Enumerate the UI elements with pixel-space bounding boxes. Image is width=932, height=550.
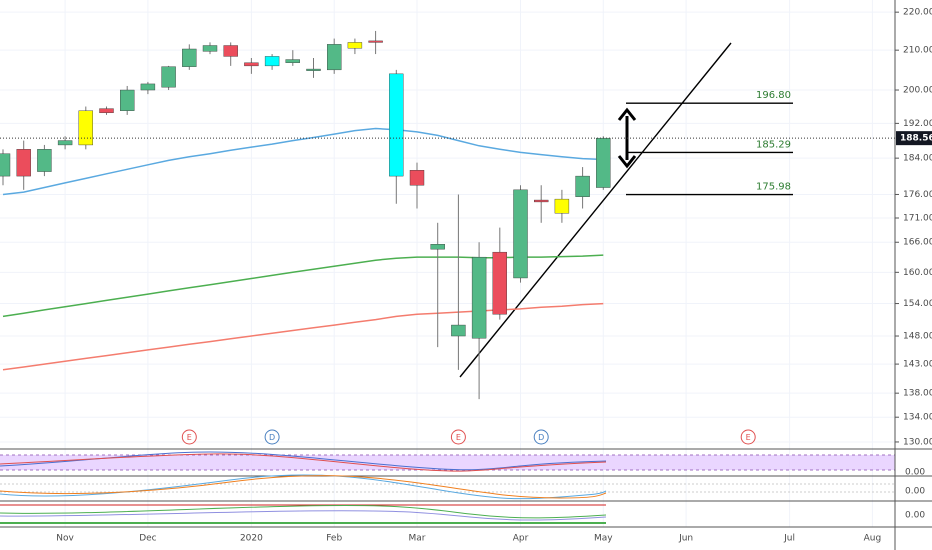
candle-body [119,89,135,111]
x-tick-label: Mar [409,534,426,544]
candle-body [16,149,31,177]
event-label: E [456,433,461,442]
candle-body [596,137,611,188]
level-label: 185.29 [756,139,791,150]
candle-body [430,244,445,250]
event-marker [450,429,466,445]
y-tick-label: 192.00 [903,119,932,129]
y-tick-label: 184.00 [903,154,932,164]
event-marker [264,429,280,445]
candle-body [57,140,73,146]
indicator-line [0,510,607,521]
candle-body [37,149,52,172]
event-label: D [538,433,544,442]
candle-body [223,45,238,57]
event-marker [740,429,756,445]
candle-body [554,198,570,214]
y-tick-label: 148.00 [903,332,932,342]
moving-average [2,127,604,196]
x-tick-label: Apr [513,534,529,544]
candle-body [389,73,404,177]
x-tick-label: 2020 [240,534,263,544]
x-tick-label: Dec [139,534,156,544]
y-tick-label: 200.00 [903,86,932,96]
candle-body [451,324,466,337]
candle-body [161,66,176,88]
indicator-line [0,475,607,499]
event-label: D [269,433,275,442]
marks [0,30,611,400]
event-label: E [187,433,192,442]
last-price-box [896,131,932,146]
candle-body [471,256,487,339]
x-tick-label: Jul [783,534,795,544]
event-marker [181,429,197,445]
y-tick-label: 210.00 [903,46,932,56]
candle-body [513,189,528,279]
arrow-head [617,107,637,121]
candle-body [244,62,259,67]
y-tick-label: 130.00 [903,437,932,447]
trend-line [459,42,732,378]
y-tick-label: 176.00 [903,190,932,200]
pane-value-label: 0.00 [905,487,925,497]
candle-body [409,170,425,186]
candle-body [99,108,114,114]
candle-body [534,199,549,203]
y-tick-label: 220.00 [903,8,932,18]
x-tick-label: Aug [864,534,882,544]
last-price-label: 188.56 [900,134,932,144]
candle-body [182,48,197,67]
candle-body [202,45,218,52]
candle-body [0,153,11,177]
candle-body [368,40,383,43]
y-tick-label: 160.00 [903,268,932,278]
candle-body [492,251,507,315]
y-tick-label: 171.00 [903,214,932,224]
y-tick-label: 138.00 [903,389,932,399]
candle-body [347,42,363,49]
x-tick-label: Jun [678,534,693,544]
candle-body [327,44,342,71]
y-tick-label: 134.00 [903,413,932,423]
oscillator-band [0,455,895,470]
y-tick-label: 143.00 [903,360,932,370]
candle-body [306,68,321,71]
candle-body [264,56,280,67]
pane-value-label: 0.00 [905,468,925,478]
event-marker [533,429,549,445]
grid [0,0,895,527]
y-tick-label: 166.00 [903,238,932,248]
level-label: 196.80 [756,90,791,101]
y-tick-label: 154.00 [903,299,932,309]
oscillator-line [0,451,607,471]
event-label: E [746,433,751,442]
candle-body [78,110,94,146]
candle-body [575,175,590,197]
pane-value-label: 0.00 [905,511,925,521]
level-label: 175.98 [756,182,791,193]
x-tick-label: Feb [326,534,342,544]
x-tick-label: May [594,534,613,544]
oscillator-line [0,453,607,472]
candle-body [285,59,300,63]
indicator-line [0,504,607,519]
x-tick-label: Nov [56,534,74,544]
candle-body [140,83,156,91]
arrow-head [617,155,637,169]
